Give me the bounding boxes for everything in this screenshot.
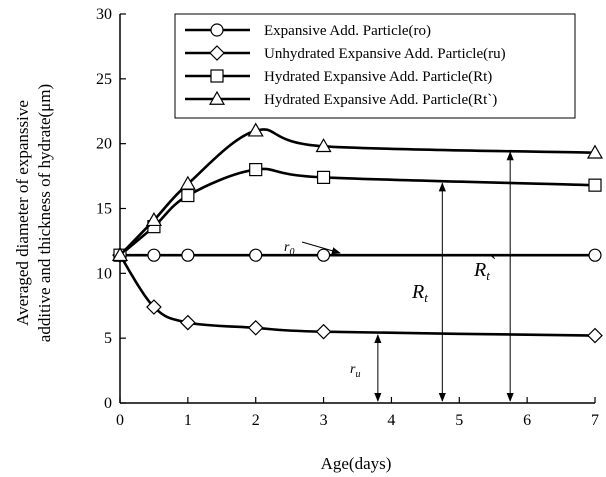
data-point-square	[316, 170, 331, 184]
data-point-circle	[249, 248, 263, 262]
annotation-label: Rt`	[473, 253, 497, 283]
y-tick-label: 30	[96, 6, 112, 23]
y-axis-title: Averaged diameter of expanssive additive…	[13, 84, 54, 342]
data-point-circle	[588, 248, 602, 262]
legend-marker-circle	[210, 23, 224, 37]
y-tick-label: 0	[104, 395, 112, 412]
legend-marker-square	[210, 69, 224, 83]
y-tick-label: 25	[96, 71, 112, 88]
data-point-square	[588, 178, 602, 192]
legend: Expansive Add. Particle(ro) Unhydrated Ex…	[174, 13, 576, 119]
legend-label: Hydrated Expansive Add. Particle(Rt)	[264, 69, 492, 85]
annotation-label: Rt	[411, 281, 428, 305]
data-point-square	[249, 163, 263, 177]
data-point-circle	[316, 248, 331, 262]
plot-area: 0 5 10 15 20 25 30 0 1 2 3 4 5 6 7	[96, 6, 604, 429]
legend-label: Unhydrated Expansive Add. Particle(ru)	[264, 46, 506, 62]
x-tick-label: 4	[387, 412, 395, 429]
y-tick-label: 20	[96, 136, 112, 153]
legend-marker-diamond	[209, 45, 225, 61]
data-point-triangle	[315, 138, 332, 153]
legend-label: Expansive Add. Particle(ro)	[264, 23, 431, 39]
y-axis-title-line2: additive and thickness of hydrate(μm)	[35, 84, 54, 342]
data-point-triangle	[247, 122, 264, 137]
data-point-diamond	[587, 327, 603, 344]
x-tick-label: 3	[320, 412, 328, 429]
y-tick-label: 15	[96, 201, 112, 218]
x-tick-label: 7	[591, 412, 599, 429]
y-tick-label: 10	[96, 265, 112, 282]
r0-pointer-arrow	[301, 241, 341, 255]
x-tick-label: 0	[116, 412, 124, 429]
y-axis-title-line1: Averaged diameter of expanssive	[13, 100, 32, 326]
data-point-diamond	[247, 319, 264, 336]
x-tick-label: 2	[252, 412, 260, 429]
data-point-triangle	[179, 175, 196, 190]
data-point-circle	[147, 248, 161, 262]
x-tick-label: 6	[523, 412, 531, 429]
legend-box	[174, 13, 576, 119]
data-point-diamond	[146, 299, 162, 315]
x-axis-title: Age(days)	[321, 454, 392, 473]
annotations: r0 Rt Rt` ru	[284, 151, 514, 402]
annotation-label: r0	[284, 240, 294, 258]
data-point-triangle	[586, 144, 604, 159]
data-point-diamond	[315, 323, 332, 340]
x-tick-label: 1	[184, 412, 192, 429]
annotation-label: ru	[350, 362, 360, 380]
data-point-square	[181, 188, 195, 203]
data-point-circle	[181, 248, 195, 262]
data-point-triangle	[145, 211, 162, 227]
legend-marker-triangle	[208, 90, 226, 105]
data-point-triangle	[111, 246, 129, 262]
y-tick-label: 5	[104, 330, 112, 347]
legend-label: Hydrated Expansive Add. Particle(Rt`)	[264, 92, 497, 108]
data-point-diamond	[180, 314, 196, 331]
x-tick-label: 5	[455, 412, 463, 429]
